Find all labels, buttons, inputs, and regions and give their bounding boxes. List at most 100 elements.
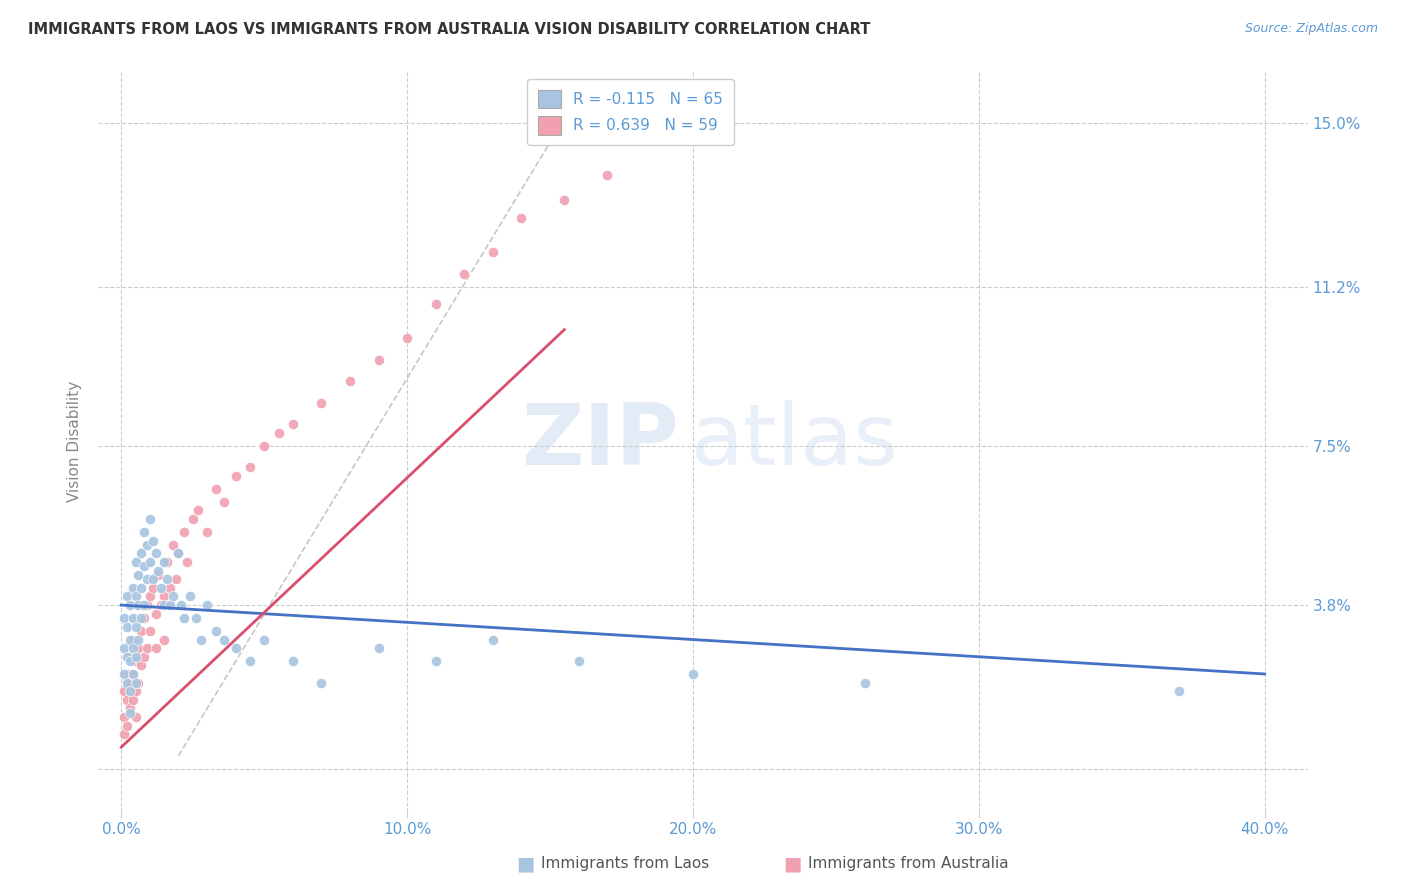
Point — [184, 611, 207, 625]
Point — [204, 624, 226, 638]
Point — [115, 620, 138, 634]
Point — [176, 555, 198, 569]
Point — [173, 611, 195, 625]
Point — [195, 598, 218, 612]
Point — [170, 598, 193, 612]
Point — [367, 641, 389, 656]
Point — [124, 654, 146, 668]
Point — [165, 572, 187, 586]
Point — [124, 555, 146, 569]
Y-axis label: Vision Disability: Vision Disability — [67, 381, 83, 502]
Point — [148, 568, 170, 582]
Point — [124, 710, 146, 724]
Point — [134, 524, 156, 539]
Point — [115, 675, 138, 690]
Point — [127, 675, 149, 690]
Point — [159, 598, 181, 612]
Point — [121, 641, 143, 656]
Point — [225, 641, 247, 656]
Point — [112, 667, 135, 681]
Point — [139, 624, 162, 638]
Point — [162, 590, 184, 604]
Point — [339, 374, 361, 388]
Point — [425, 654, 447, 668]
Point — [204, 482, 226, 496]
Point — [121, 667, 143, 681]
Text: ZIP: ZIP — [522, 400, 679, 483]
Point — [396, 331, 419, 345]
Point — [212, 495, 235, 509]
Point — [156, 555, 179, 569]
Point — [118, 701, 141, 715]
Text: ■: ■ — [783, 854, 801, 873]
Point — [150, 581, 173, 595]
Point — [112, 684, 135, 698]
Point — [167, 546, 190, 560]
Point — [162, 538, 184, 552]
Point — [118, 649, 141, 664]
Point — [853, 675, 876, 690]
Point — [139, 512, 162, 526]
Point — [115, 667, 138, 681]
Point — [134, 598, 156, 612]
Point — [129, 546, 152, 560]
Point — [159, 581, 181, 595]
Point — [311, 675, 333, 690]
Text: ■: ■ — [516, 854, 534, 873]
Point — [121, 667, 143, 681]
Point — [129, 581, 152, 595]
Point — [153, 598, 176, 612]
Point — [510, 211, 533, 225]
Point — [281, 654, 304, 668]
Point — [150, 598, 173, 612]
Text: Immigrants from Laos: Immigrants from Laos — [541, 856, 710, 871]
Point — [118, 684, 141, 698]
Point — [148, 564, 170, 578]
Point — [267, 425, 290, 440]
Point — [115, 590, 138, 604]
Point — [181, 512, 204, 526]
Point — [682, 667, 704, 681]
Point — [115, 718, 138, 732]
Point — [118, 675, 141, 690]
Point — [179, 590, 201, 604]
Point — [134, 649, 156, 664]
Point — [118, 598, 141, 612]
Point — [121, 693, 143, 707]
Point — [112, 710, 135, 724]
Point — [121, 632, 143, 647]
Point — [112, 641, 135, 656]
Point — [225, 469, 247, 483]
Point — [139, 555, 162, 569]
Point — [124, 684, 146, 698]
Point — [136, 572, 159, 586]
Point — [153, 590, 176, 604]
Point — [142, 581, 165, 595]
Point — [118, 632, 141, 647]
Point — [129, 611, 152, 625]
Point — [482, 245, 505, 260]
Point — [136, 538, 159, 552]
Point — [596, 168, 619, 182]
Point — [145, 607, 167, 621]
Point — [124, 590, 146, 604]
Point — [156, 572, 179, 586]
Text: Immigrants from Australia: Immigrants from Australia — [808, 856, 1010, 871]
Point — [142, 572, 165, 586]
Point — [453, 267, 475, 281]
Point — [118, 654, 141, 668]
Point — [124, 620, 146, 634]
Point — [153, 555, 176, 569]
Point — [127, 641, 149, 656]
Point — [115, 693, 138, 707]
Point — [145, 546, 167, 560]
Point — [553, 194, 575, 208]
Point — [121, 611, 143, 625]
Point — [190, 632, 212, 647]
Point — [212, 632, 235, 647]
Point — [139, 590, 162, 604]
Point — [568, 654, 591, 668]
Point — [118, 706, 141, 720]
Point — [173, 524, 195, 539]
Point — [121, 581, 143, 595]
